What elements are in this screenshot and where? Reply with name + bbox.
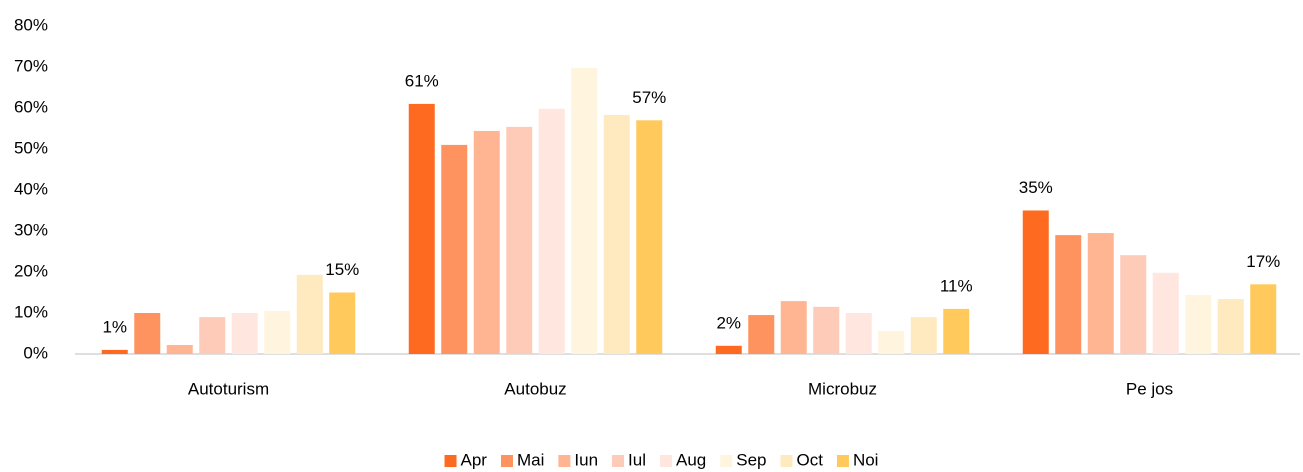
- bar: [748, 315, 775, 354]
- bar: [1217, 299, 1244, 354]
- data-label: 57%: [632, 88, 666, 107]
- bar: [1250, 284, 1277, 354]
- legend-swatch: [780, 455, 793, 467]
- bar: [1087, 233, 1114, 354]
- legend-swatch: [558, 455, 571, 467]
- data-label: 1%: [102, 317, 127, 336]
- data-label: 15%: [325, 260, 359, 279]
- bar: [408, 103, 435, 355]
- legend-item: Sep: [720, 450, 767, 469]
- data-label: 35%: [1019, 178, 1053, 197]
- bar: [506, 126, 533, 354]
- data-label: 61%: [405, 71, 439, 90]
- bar: [296, 274, 323, 354]
- bar: [329, 292, 356, 354]
- legend-item: Noi: [836, 450, 879, 469]
- x-tick-label: Autobuz: [504, 379, 566, 398]
- bar: [715, 345, 742, 354]
- bar: [199, 317, 226, 354]
- bar: [101, 349, 128, 354]
- bar: [943, 308, 970, 354]
- bar: [134, 313, 161, 354]
- legend-label: Oct: [797, 450, 824, 469]
- bar: [441, 144, 468, 354]
- bar: [264, 310, 291, 354]
- bar: [813, 306, 840, 354]
- bar: [1055, 235, 1082, 354]
- bar: [845, 313, 872, 354]
- legend-item: Aug: [660, 450, 706, 469]
- bar: [1185, 294, 1212, 354]
- y-tick-label: 10%: [14, 302, 48, 321]
- bar: [910, 317, 937, 354]
- legend-swatch: [660, 455, 673, 467]
- bar: [1120, 255, 1147, 354]
- bar: [473, 130, 500, 354]
- bar: [780, 301, 807, 354]
- legend-label: Noi: [853, 450, 879, 469]
- bar: [1152, 272, 1179, 354]
- bar: [538, 108, 565, 354]
- y-tick-label: 40%: [14, 179, 48, 198]
- y-tick-label: 80%: [14, 15, 48, 34]
- x-tick-label: Pe jos: [1126, 379, 1173, 398]
- y-tick-label: 70%: [14, 56, 48, 75]
- legend-swatch: [612, 455, 625, 467]
- data-label: 17%: [1246, 252, 1280, 271]
- legend-label: Iul: [628, 450, 646, 469]
- legend-swatch: [500, 455, 513, 467]
- legend-swatch: [836, 455, 849, 467]
- bar: [636, 120, 663, 354]
- y-tick-label: 20%: [14, 261, 48, 280]
- legend-swatch: [720, 455, 733, 467]
- bar: [166, 344, 193, 354]
- legend-label: Iun: [574, 450, 598, 469]
- legend-swatch: [444, 455, 457, 467]
- x-tick-label: Autoturism: [188, 379, 269, 398]
- bar: [603, 114, 630, 354]
- legend-item: Apr: [444, 450, 488, 469]
- bar: [1022, 210, 1049, 354]
- data-label: 2%: [716, 313, 741, 332]
- legend-label: Aug: [676, 450, 706, 469]
- legend-item: Mai: [500, 450, 544, 469]
- bar: [231, 313, 258, 354]
- bar: [878, 331, 905, 354]
- legend-label: Sep: [736, 450, 766, 469]
- legend-label: Mai: [517, 450, 544, 469]
- y-tick-label: 60%: [14, 97, 48, 116]
- legend-item: Oct: [780, 450, 824, 469]
- x-tick-label: Microbuz: [808, 379, 877, 398]
- data-label: 11%: [940, 276, 973, 295]
- legend-label: Apr: [461, 450, 488, 469]
- y-tick-label: 30%: [14, 220, 48, 239]
- y-tick-label: 0%: [23, 343, 48, 362]
- bar: [571, 67, 598, 354]
- y-tick-label: 50%: [14, 138, 48, 157]
- legend-item: Iun: [558, 450, 598, 469]
- legend-item: Iul: [612, 450, 646, 469]
